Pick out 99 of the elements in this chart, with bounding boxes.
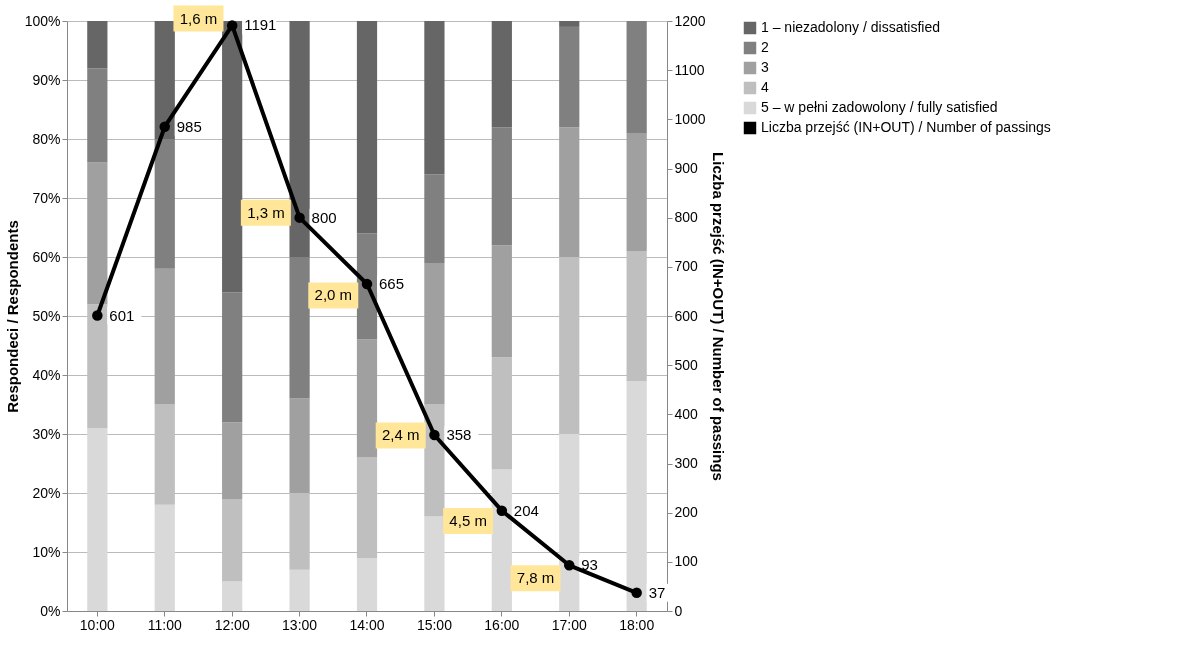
bar — [559, 21, 580, 27]
legend-label: 2 — [761, 39, 769, 55]
bar — [559, 26, 580, 128]
point — [294, 212, 305, 223]
point — [429, 429, 440, 441]
y-axis-title: Respondeci / Respondents — [3, 220, 21, 413]
x-tick-label: 12:00 — [214, 616, 250, 633]
data-label: 37 — [648, 583, 666, 601]
bar — [87, 162, 108, 305]
data-label: 93 — [581, 556, 598, 574]
x-tick-label: 16:00 — [484, 616, 520, 633]
bar — [154, 139, 175, 269]
y-tick-label: 90% — [32, 71, 61, 88]
x-tick-label: 15:00 — [416, 616, 453, 633]
y2-tick-label: 400 — [674, 405, 699, 422]
bar — [491, 21, 512, 128]
bar — [222, 21, 243, 293]
bar — [154, 21, 175, 139]
data-label: 204 — [513, 501, 539, 519]
x-tick-label: 14:00 — [349, 616, 385, 633]
y-tick-label: 100% — [24, 12, 61, 29]
bar — [356, 557, 378, 611]
y2-axis-title: Liczba przejść (IN+OUT) / Number of passings — [709, 152, 727, 481]
annotation: 4,5 m — [449, 511, 487, 529]
bar — [559, 127, 580, 257]
y2-tick-label: 700 — [674, 258, 699, 275]
y-tick-label: 40% — [32, 366, 61, 383]
bar — [154, 504, 175, 611]
y-tick-label: 0% — [40, 602, 61, 619]
x-tick-label: 18:00 — [619, 616, 655, 633]
y2-tick-label: 200 — [674, 504, 699, 521]
y-tick-label: 80% — [32, 130, 61, 147]
bar — [222, 422, 243, 499]
y2-tick-label: 300 — [674, 455, 699, 471]
legend-label: 1 – niezadolony / dissatisfied — [761, 19, 940, 35]
y-tick-label: 60% — [32, 248, 61, 265]
bar — [424, 262, 445, 405]
bar — [289, 569, 310, 611]
y-tick-label: 50% — [32, 307, 61, 324]
data-label: 601 — [109, 306, 135, 324]
bar — [87, 428, 108, 611]
y2-tick-label: 1200 — [674, 12, 706, 29]
legend-label: 3 — [761, 59, 769, 75]
data-label: 1191 — [244, 16, 277, 34]
bar — [559, 434, 580, 611]
y-tick-label: 30% — [32, 425, 61, 442]
annotation: 1,6 m — [179, 9, 218, 27]
y-tick-label: 10% — [32, 543, 61, 560]
x-tick-label: 13:00 — [282, 616, 318, 633]
point — [159, 121, 170, 132]
point — [361, 278, 373, 290]
bar — [626, 133, 647, 252]
legend-label: 4 — [761, 79, 769, 95]
bar — [356, 21, 378, 234]
y2-tick-label: 1000 — [674, 110, 706, 127]
bar — [87, 21, 108, 69]
point — [564, 560, 575, 571]
data-label: 800 — [311, 208, 337, 226]
y2-tick-label: 100 — [674, 553, 699, 570]
bar — [491, 469, 512, 611]
bar — [491, 127, 512, 246]
bar — [289, 398, 310, 493]
bar — [424, 21, 445, 175]
data-label: 665 — [379, 275, 405, 293]
bar — [491, 245, 512, 358]
y2-tick-label: 600 — [674, 307, 699, 324]
bar — [626, 380, 647, 611]
bar — [356, 339, 378, 458]
bar — [424, 174, 445, 263]
y2-tick-label: 1100 — [674, 61, 705, 78]
point — [631, 587, 642, 599]
data-label: 358 — [446, 425, 472, 443]
x-tick-label: 17:00 — [551, 616, 587, 633]
y-tick-label: 70% — [32, 189, 61, 206]
x-tick-label: 10:00 — [79, 616, 116, 633]
legend-label: 5 – w pełni zadowolony / fully satisfied — [761, 99, 998, 115]
annotation: 1,3 m — [247, 203, 285, 221]
y2-tick-label: 800 — [674, 209, 699, 226]
bar — [222, 292, 243, 423]
annotation: 7,8 m — [516, 569, 555, 587]
y2-tick-label: 500 — [674, 356, 699, 373]
annotation: 2,4 m — [381, 426, 420, 444]
bar — [424, 516, 445, 611]
point — [496, 505, 508, 516]
y2-tick-label: 900 — [674, 160, 699, 176]
y-tick-label: 20% — [32, 484, 61, 501]
bar — [222, 581, 243, 611]
x-tick-label: 11:00 — [147, 616, 182, 633]
y2-tick-label: 0 — [674, 602, 683, 619]
legend-label: Liczba przejść (IN+OUT) / Number of passings — [761, 119, 1051, 135]
point — [92, 310, 103, 321]
bar — [289, 21, 310, 257]
bar — [289, 257, 310, 399]
bar — [154, 268, 175, 405]
bar — [87, 68, 108, 163]
point — [226, 20, 238, 31]
bar — [626, 21, 647, 134]
annotation: 2,0 m — [314, 286, 353, 304]
data-label: 985 — [176, 117, 202, 135]
